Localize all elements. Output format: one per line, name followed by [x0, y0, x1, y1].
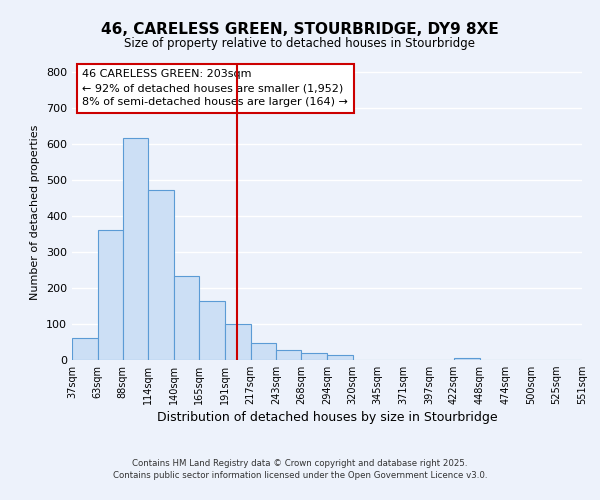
- Bar: [98, 230, 122, 360]
- Y-axis label: Number of detached properties: Number of detached properties: [31, 125, 40, 300]
- Bar: [174, 276, 199, 360]
- Bar: [122, 138, 148, 360]
- Bar: [199, 302, 225, 360]
- Bar: [327, 355, 353, 360]
- X-axis label: Distribution of detached houses by size in Stourbridge: Distribution of detached houses by size …: [157, 412, 497, 424]
- Text: 46, CARELESS GREEN, STOURBRIDGE, DY9 8XE: 46, CARELESS GREEN, STOURBRIDGE, DY9 8XE: [101, 22, 499, 38]
- Bar: [148, 190, 174, 360]
- Bar: [454, 358, 480, 360]
- Text: Contains HM Land Registry data © Crown copyright and database right 2025.
Contai: Contains HM Land Registry data © Crown c…: [113, 459, 487, 480]
- Bar: [277, 350, 301, 360]
- Text: Size of property relative to detached houses in Stourbridge: Size of property relative to detached ho…: [125, 38, 476, 51]
- Bar: [72, 338, 98, 360]
- Bar: [301, 353, 327, 360]
- Bar: [225, 324, 251, 360]
- Text: 46 CARELESS GREEN: 203sqm
← 92% of detached houses are smaller (1,952)
8% of sem: 46 CARELESS GREEN: 203sqm ← 92% of detac…: [82, 70, 348, 108]
- Bar: [251, 342, 277, 360]
